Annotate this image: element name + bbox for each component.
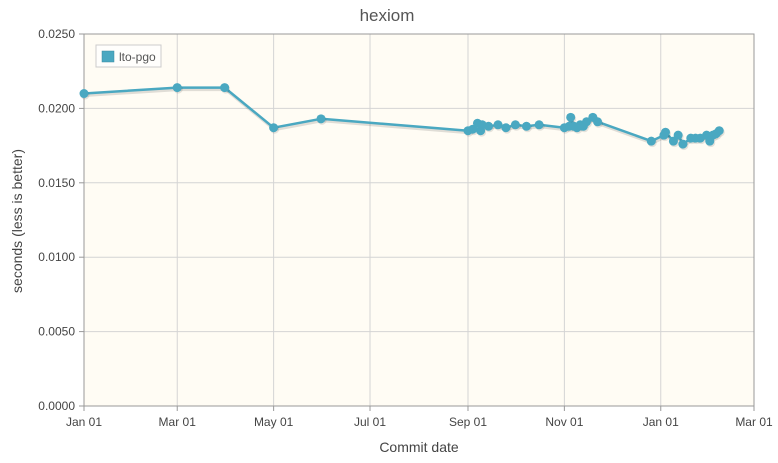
data-point: [220, 83, 230, 93]
data-point: [673, 130, 683, 140]
plot-area: [84, 34, 754, 406]
y-tick-label: 0.0000: [38, 399, 75, 413]
x-tick-label: Mar 01: [159, 415, 197, 429]
data-point: [316, 114, 326, 124]
chart-title: hexiom: [360, 6, 415, 25]
x-axis-label: Commit date: [379, 439, 459, 455]
y-tick-label: 0.0200: [38, 101, 75, 115]
plot-border: [83, 33, 755, 407]
data-point: [714, 126, 724, 136]
data-point: [172, 83, 182, 93]
x-tick-label: Mar 01: [735, 415, 773, 429]
y-tick-label: 0.0100: [38, 250, 75, 264]
x-tick-label: Jul 01: [354, 415, 386, 429]
x-tick-label: Sep 01: [449, 415, 487, 429]
data-point: [646, 136, 656, 146]
legend-label-lto-pgo: lto-pgo: [119, 50, 156, 64]
data-point: [534, 120, 544, 130]
legend[interactable]: lto-pgo: [95, 44, 162, 68]
data-point: [484, 121, 494, 131]
data-point: [79, 89, 89, 99]
legend-swatch: [101, 50, 115, 63]
y-tick-label: 0.0050: [38, 325, 75, 339]
y-tick-label: 0.0150: [38, 176, 75, 190]
series-layer: [79, 83, 725, 151]
data-point: [269, 123, 279, 133]
data-point: [593, 117, 603, 127]
data-point: [501, 123, 511, 133]
data-point: [566, 112, 576, 122]
data-point: [582, 117, 591, 127]
data-point: [493, 120, 503, 130]
data-point: [661, 127, 671, 137]
axes: 0.0000 0.0050 0.0100 0.0150 0.0200 0.0250 Jan …: [38, 27, 773, 429]
x-tick-label: Jan 01: [643, 415, 679, 429]
grid-lines: [83, 33, 755, 407]
x-tick-label: May 01: [254, 415, 294, 429]
data-point: [678, 139, 688, 149]
y-tick-label: 0.0250: [38, 27, 75, 41]
x-tick-label: Jan 01: [66, 415, 102, 429]
data-point: [510, 120, 520, 130]
y-axis-label: seconds (less is better): [9, 149, 25, 293]
data-point: [521, 121, 531, 131]
x-tick-label: Nov 01: [545, 415, 583, 429]
